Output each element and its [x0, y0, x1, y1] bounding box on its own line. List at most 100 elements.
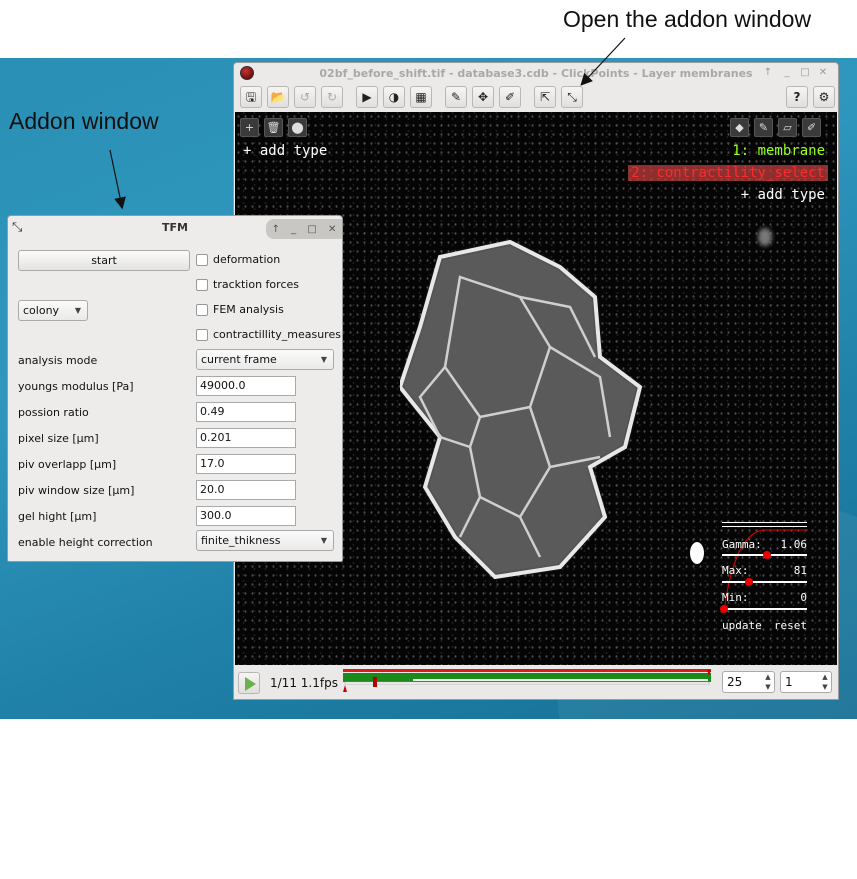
- tfm-minimize-icon[interactable]: _: [291, 223, 297, 235]
- frame-info: 1/11 1.1fps: [270, 676, 338, 690]
- max-slider-track[interactable]: [722, 581, 807, 583]
- redo-button[interactable]: ↻: [321, 86, 343, 108]
- fill-icon[interactable]: ◆: [730, 118, 749, 137]
- tfm-close-icon[interactable]: ✕: [328, 223, 337, 235]
- edit-button[interactable]: ✎: [445, 86, 467, 108]
- checkbox-deformation[interactable]: deformation: [196, 253, 280, 266]
- addon-button[interactable]: ⤡: [561, 86, 583, 108]
- addon-window-icon: ⤡: [12, 220, 23, 235]
- window-close-icon[interactable]: ✕: [818, 67, 828, 78]
- height-correction-select[interactable]: finite_thikness ▼: [196, 530, 334, 551]
- checkbox-fem-analysis[interactable]: FEM analysis: [196, 303, 284, 316]
- min-row: Min: 0: [722, 591, 807, 604]
- skip-spinbox[interactable]: 1 ▲ ▼: [780, 671, 832, 693]
- cell-colony-image: [400, 239, 643, 580]
- save-button[interactable]: 🖫: [240, 86, 262, 108]
- checkbox-box[interactable]: [196, 303, 208, 316]
- window-up-icon[interactable]: ↑: [763, 67, 773, 78]
- paintbrush-icon[interactable]: ✐: [802, 118, 821, 137]
- contrast-button[interactable]: ◑: [383, 86, 405, 108]
- checkbox-label: FEM analysis: [213, 303, 284, 316]
- bright-spot: [690, 542, 704, 564]
- update-button[interactable]: update: [722, 619, 762, 632]
- export-button[interactable]: ⇱: [534, 86, 556, 108]
- pixel-size-label: pixel size [µm]: [18, 432, 99, 445]
- annotation-open-addon: Open the addon window: [563, 6, 812, 32]
- piv-overlap-label: piv overlapp [µm]: [18, 458, 117, 471]
- timeline-end-marker: [707, 670, 711, 676]
- delete-icon[interactable]: 🗑: [264, 118, 283, 137]
- type-membrane[interactable]: 1: membrane: [732, 143, 825, 159]
- height-correction-label: enable height correction: [18, 536, 153, 549]
- help-button[interactable]: ?: [786, 86, 808, 108]
- film-button[interactable]: ▦: [410, 86, 432, 108]
- possion-ratio-label: possion ratio: [18, 406, 89, 419]
- bottom-bar: 1/11 1.1fps 25 ▲ ▼ 1 ▲ ▼: [235, 665, 837, 699]
- gamma-curve: [723, 529, 808, 613]
- gamma-panel: Gamma: 1.06 Max: 81 Min: 0 update reset: [720, 522, 810, 642]
- pixel-size-input[interactable]: 0.201: [196, 428, 296, 448]
- tfm-title: TFM: [162, 221, 188, 234]
- drop-icon[interactable]: ⬤: [288, 118, 307, 137]
- add-marker-icon[interactable]: +: [240, 118, 259, 137]
- checkbox-box[interactable]: [196, 253, 208, 266]
- piv-overlap-input[interactable]: 17.0: [196, 454, 296, 474]
- gel-height-input[interactable]: 300.0: [196, 506, 296, 526]
- timeline-start-marker[interactable]: [343, 685, 347, 692]
- max-value: 81: [793, 564, 807, 577]
- settings-button[interactable]: ⚙: [813, 86, 835, 108]
- max-slider-handle[interactable]: [745, 578, 753, 586]
- timeline-handle[interactable]: [373, 677, 377, 687]
- checkbox-box[interactable]: [196, 328, 208, 341]
- annotation-addon-window: Addon window: [9, 108, 159, 134]
- play-toolbar-button[interactable]: ▶: [356, 86, 378, 108]
- checkbox-label: tracktion forces: [213, 278, 299, 291]
- spin-arrows-icon[interactable]: ▲ ▼: [822, 673, 828, 691]
- add-type-left[interactable]: + add type: [243, 143, 328, 159]
- undo-button[interactable]: ↺: [294, 86, 316, 108]
- tfm-up-icon[interactable]: ↑: [271, 223, 280, 235]
- min-slider-handle[interactable]: [720, 605, 728, 613]
- window-maximize-icon[interactable]: □: [800, 67, 810, 78]
- checkbox-box[interactable]: [196, 278, 208, 291]
- checkbox-contractility[interactable]: contractillity_measures: [196, 328, 341, 341]
- pen-icon[interactable]: ✎: [754, 118, 773, 137]
- debris-spot: [758, 228, 772, 246]
- chevron-down-icon: ▼: [320, 536, 327, 545]
- timeline-track: [344, 681, 710, 685]
- add-type-right[interactable]: + add type: [740, 187, 825, 203]
- gel-height-label: gel hight [µm]: [18, 510, 97, 523]
- tfm-window-controls: ↑ _ □ ✕: [266, 219, 342, 239]
- checkbox-label: contractillity_measures: [213, 328, 341, 341]
- analysis-mode-value: current frame: [201, 353, 277, 366]
- gamma-top-line: [722, 522, 807, 523]
- eraser-icon[interactable]: ▱: [778, 118, 797, 137]
- colony-select[interactable]: colony ▼: [18, 300, 88, 321]
- reset-button[interactable]: reset: [773, 619, 807, 632]
- gamma-actions: update reset: [722, 619, 807, 632]
- analysis-mode-label: analysis mode: [18, 354, 98, 367]
- piv-window-size-input[interactable]: 20.0: [196, 480, 296, 500]
- window-minimize-icon[interactable]: _: [784, 67, 790, 78]
- timeline-slider[interactable]: [343, 668, 711, 694]
- start-button[interactable]: start: [18, 250, 190, 271]
- youngs-modulus-input[interactable]: 49000.0: [196, 376, 296, 396]
- possion-ratio-input[interactable]: 0.49: [196, 402, 296, 422]
- gamma-row: Gamma: 1.06: [722, 538, 807, 551]
- move-button[interactable]: ✥: [472, 86, 494, 108]
- checkbox-traction-forces[interactable]: tracktion forces: [196, 278, 299, 291]
- play-button[interactable]: [238, 672, 260, 694]
- spin-arrows-icon[interactable]: ▲ ▼: [765, 673, 771, 691]
- type-contractility-select[interactable]: 2: contractility_select: [628, 165, 828, 181]
- tfm-maximize-icon[interactable]: □: [307, 223, 317, 235]
- gamma-slider-handle[interactable]: [763, 551, 771, 559]
- analysis-mode-select[interactable]: current frame ▼: [196, 349, 334, 370]
- brush-button[interactable]: ✐: [499, 86, 521, 108]
- chevron-down-icon: ▼: [320, 355, 327, 364]
- timeline-red-bar: [343, 669, 711, 672]
- fps-spinbox[interactable]: 25 ▲ ▼: [722, 671, 775, 693]
- open-button[interactable]: 📂: [267, 86, 289, 108]
- youngs-modulus-label: youngs modulus [Pa]: [18, 380, 134, 393]
- max-row: Max: 81: [722, 564, 807, 577]
- min-slider-track[interactable]: [722, 608, 807, 610]
